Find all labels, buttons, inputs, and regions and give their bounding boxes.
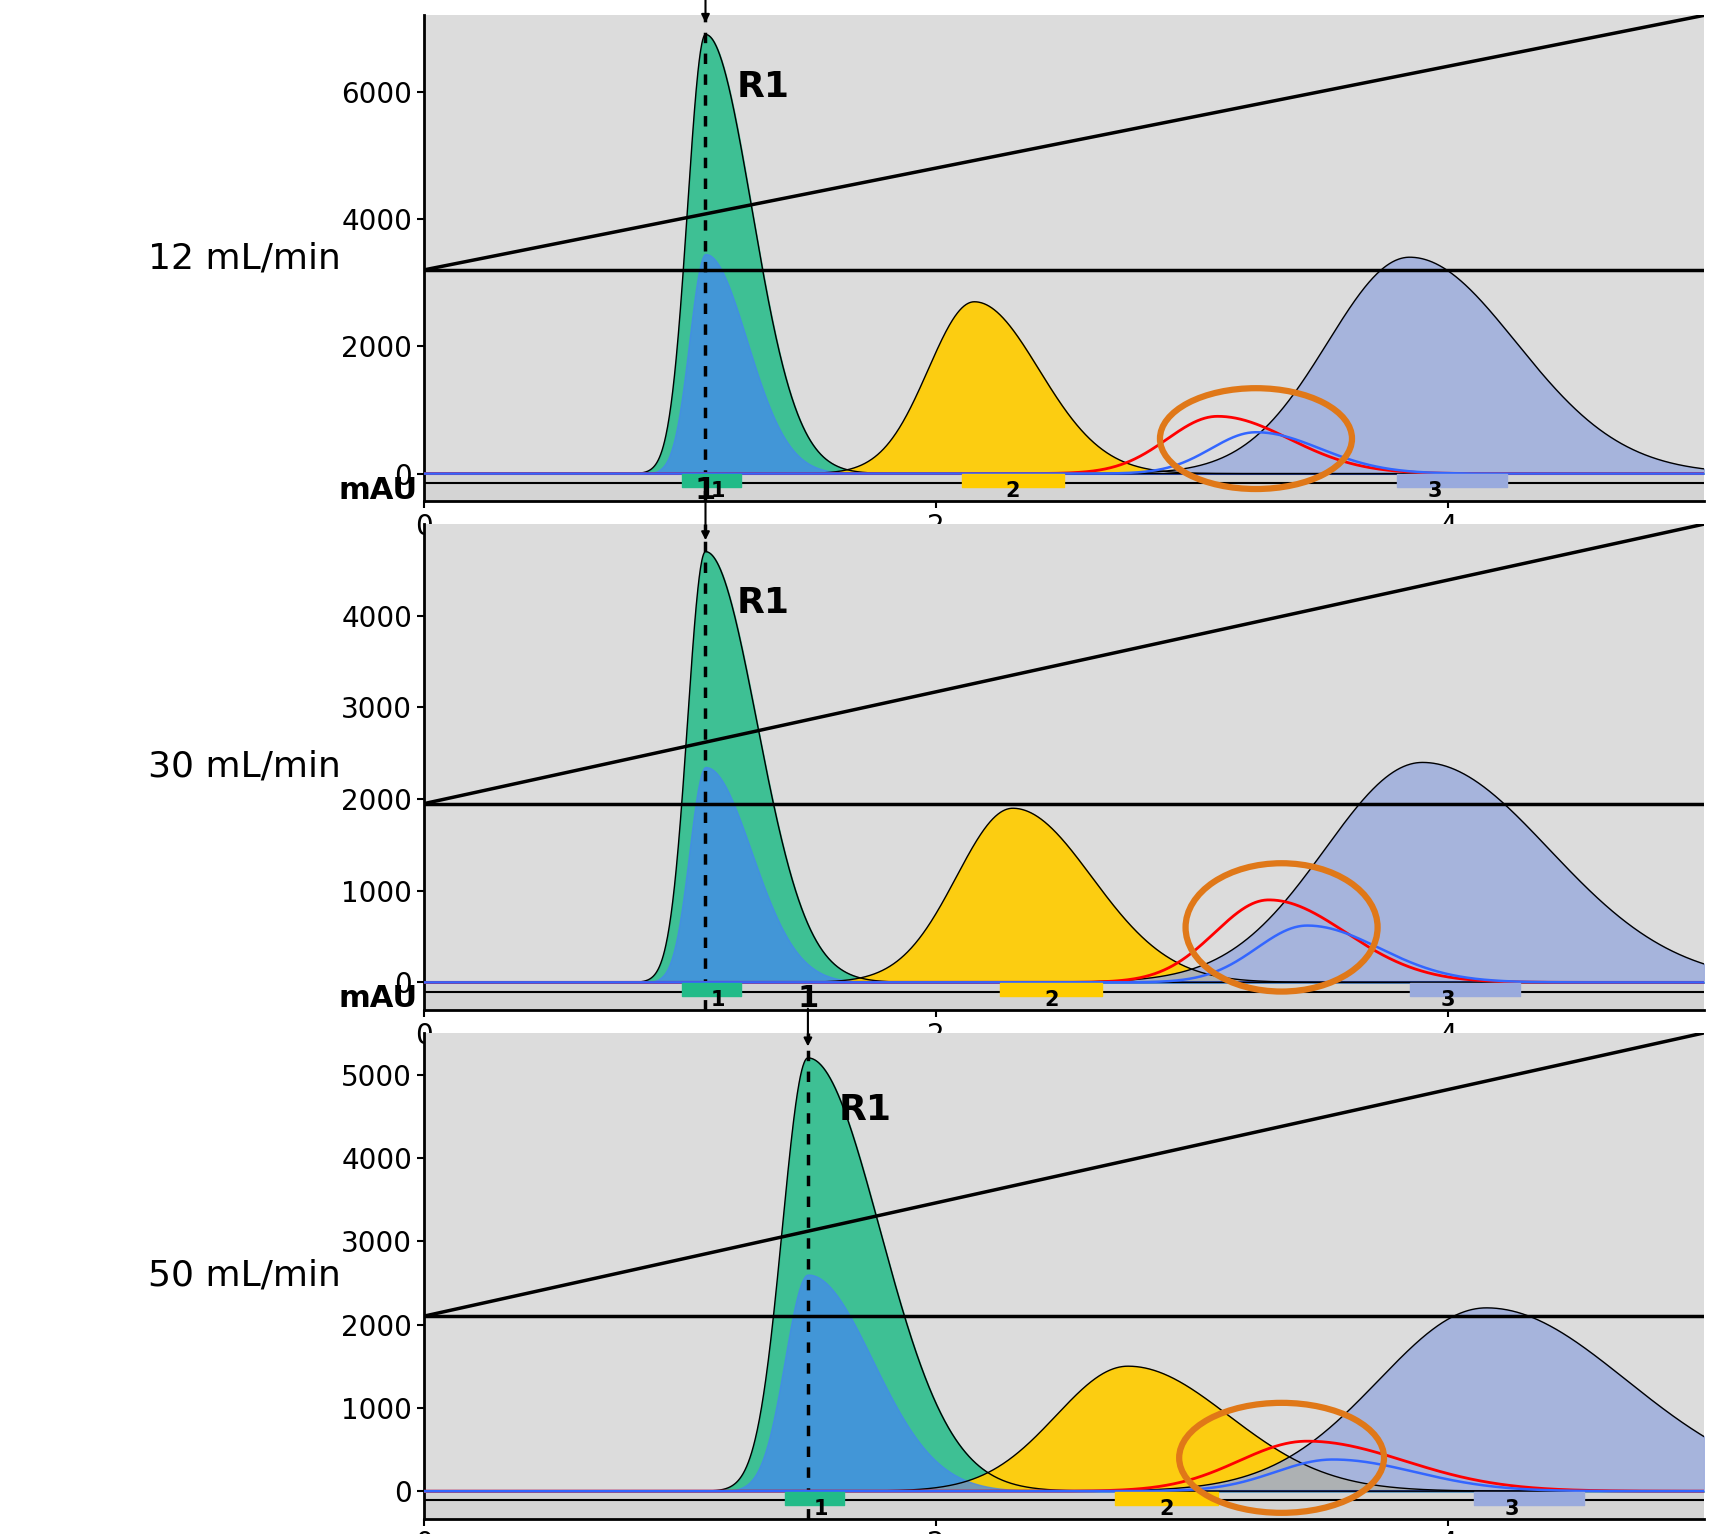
Text: 30 mL/min: 30 mL/min <box>149 750 341 784</box>
Text: 1: 1 <box>798 985 818 1014</box>
Text: R1: R1 <box>839 1092 891 1126</box>
Text: 1: 1 <box>813 1499 829 1519</box>
Text: 12 mL/min: 12 mL/min <box>149 241 341 275</box>
Text: 1: 1 <box>711 482 725 502</box>
Text: 2: 2 <box>1159 1499 1173 1519</box>
Text: 1: 1 <box>711 989 725 1009</box>
Text: 3: 3 <box>1427 482 1443 502</box>
Text: 2: 2 <box>1005 482 1021 502</box>
Bar <box>424 1009 1704 1491</box>
Text: 3: 3 <box>1441 989 1455 1009</box>
Text: R1: R1 <box>737 586 789 620</box>
Text: 3: 3 <box>1505 1499 1519 1519</box>
Text: mAU: mAU <box>339 985 417 1014</box>
Text: 1: 1 <box>695 476 716 505</box>
Text: 50 mL/min: 50 mL/min <box>149 1259 341 1293</box>
Bar <box>424 0 1704 474</box>
Text: R1: R1 <box>737 69 789 104</box>
Text: mAU: mAU <box>339 476 417 505</box>
Text: 2: 2 <box>1043 989 1059 1009</box>
Bar <box>424 502 1704 982</box>
